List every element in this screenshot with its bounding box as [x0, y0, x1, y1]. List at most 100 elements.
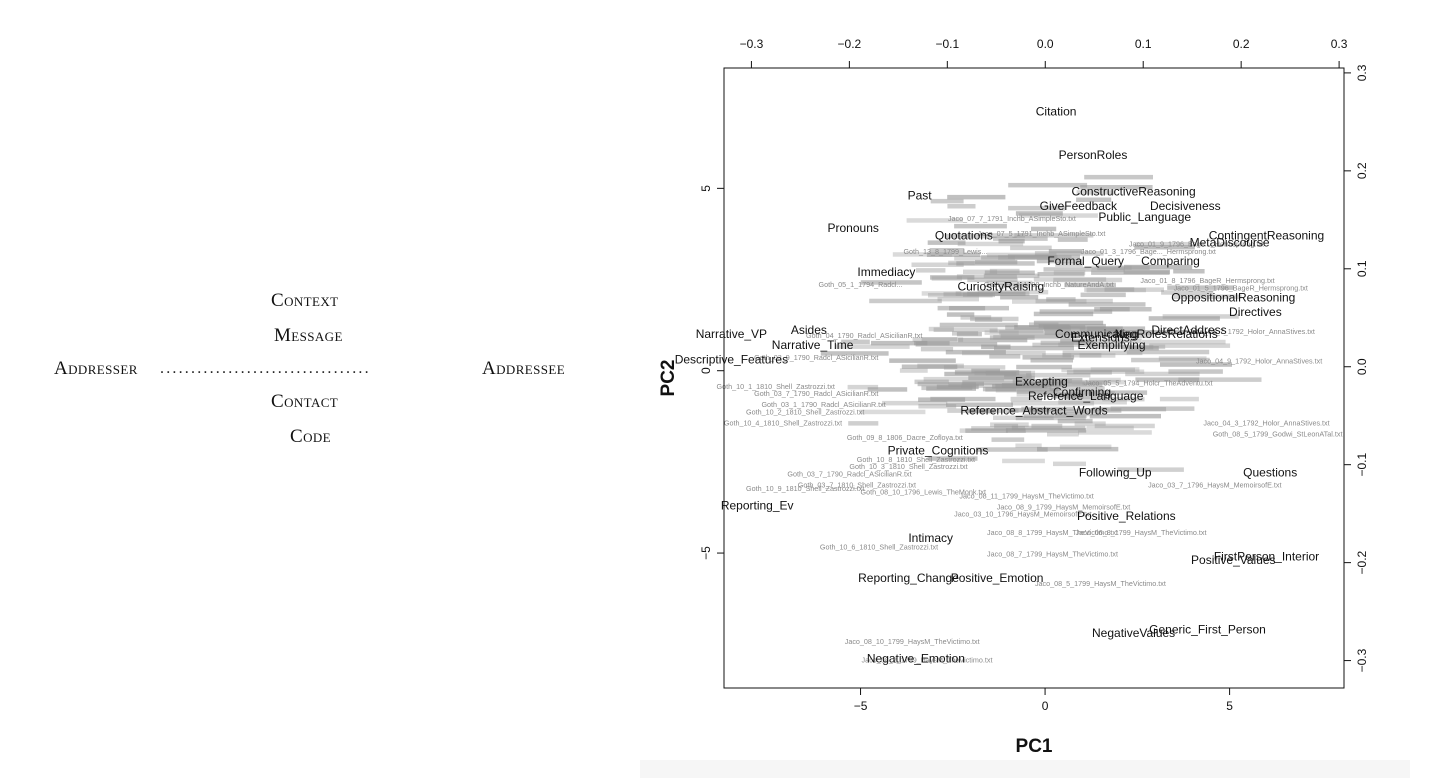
- document-cloud-mark: [927, 240, 966, 245]
- variable-label: Narrative_VP: [696, 327, 767, 341]
- document-cloud-mark: [1124, 264, 1193, 270]
- document-label: Goth_04_1790_Radcl_ASicilianR.txt: [806, 331, 922, 340]
- variable-label: Confirming: [1053, 385, 1111, 399]
- document-cloud-mark: [933, 327, 998, 332]
- document-label: Goth_08_5_1799_Godwi_StLeonATal.txt: [1213, 429, 1343, 438]
- document-cloud-mark: [1076, 190, 1115, 195]
- document-cloud-layer: [820, 174, 1262, 472]
- document-cloud-mark: [998, 238, 1025, 244]
- x-axis-title: PC1: [1016, 736, 1053, 757]
- document-cloud-mark: [1030, 408, 1087, 414]
- document-cloud-mark: [1055, 262, 1083, 267]
- document-cloud-mark: [918, 397, 966, 402]
- document-cloud-mark: [1049, 386, 1105, 391]
- document-cloud-mark: [1078, 430, 1152, 435]
- document-cloud-mark: [867, 387, 908, 392]
- variable-label: Quotations: [935, 228, 993, 242]
- variable-label: Reference_Language: [1028, 389, 1144, 403]
- document-cloud-mark: [931, 276, 962, 281]
- document-cloud-mark: [947, 204, 976, 209]
- document-cloud-mark: [1008, 407, 1050, 413]
- document-cloud-mark: [1125, 371, 1200, 377]
- document-label: Jaco_07_7_1791_Inchb_ASimpleSto.txt: [948, 214, 1076, 223]
- document-label: Jaco_03_10_1796_HaysM_MemoirsofE.txt: [954, 510, 1091, 519]
- variable-label: Pronouns: [828, 221, 879, 235]
- variable-label: Intimacy: [908, 531, 953, 545]
- document-cloud-mark: [911, 262, 964, 267]
- document-cloud-mark: [869, 298, 942, 304]
- document-cloud-mark: [967, 291, 1026, 297]
- document-cloud-mark: [1033, 320, 1104, 326]
- document-label: Jaco_03_7_1796_HaysM_MemoirsofE.txt: [1148, 480, 1281, 489]
- document-cloud-mark: [929, 248, 965, 253]
- document-cloud-mark: [1053, 461, 1086, 467]
- document-cloud-mark: [1104, 287, 1135, 292]
- document-label: Jaco_04_7_1792_Holor_AnnaStives.txt: [1189, 327, 1315, 336]
- document-cloud-mark: [906, 218, 963, 223]
- document-cloud-mark: [957, 241, 1024, 247]
- document-cloud-mark: [1016, 389, 1064, 394]
- document-cloud-mark: [985, 387, 1058, 392]
- document-cloud-mark: [1000, 295, 1039, 300]
- variable-label: ConstructiveReasoning: [1072, 185, 1196, 199]
- document-cloud-mark: [1061, 367, 1135, 373]
- document-cloud-mark: [948, 382, 976, 387]
- document-cloud-mark: [1031, 226, 1057, 232]
- document-label: Goth_09_8_1806_Dacre_Zofloya.txt: [847, 433, 963, 442]
- axes-layer: −5 0 5 −5 0 5 −0.3 −0.2 −0.1 0.0 0.1 0.2 0.3 −0.3 −0.2…: [658, 37, 1369, 757]
- document-cloud-mark: [1024, 413, 1087, 419]
- addresser-label: Addresser: [54, 358, 138, 379]
- document-cloud-mark: [1094, 307, 1152, 312]
- variable-label: Decisiveness: [1150, 199, 1221, 213]
- document-cloud-mark: [1014, 325, 1086, 330]
- document-cloud-mark: [1167, 285, 1234, 290]
- document-cloud-mark: [983, 273, 1040, 279]
- variable-label: Positive_Values: [1191, 553, 1276, 567]
- document-label: Jaco_01_8_1796_BageR_Hermsprong.txt: [1140, 276, 1274, 285]
- top-tick-label: −0.3: [740, 37, 764, 51]
- top-tick-label: −0.1: [935, 37, 959, 51]
- document-cloud-mark: [1051, 394, 1084, 399]
- footer-band: [640, 760, 1410, 778]
- document-label: Jaco_06_8_1799_HaysM_TheVictimo.txt: [1076, 528, 1207, 537]
- document-cloud-mark: [871, 340, 928, 346]
- document-cloud-mark: [1042, 377, 1083, 383]
- variable-label: Narrative_Time: [772, 338, 854, 352]
- document-cloud-mark: [930, 275, 975, 280]
- document-cloud-mark: [949, 306, 986, 311]
- variable-label: CuriosityRaising: [957, 280, 1044, 294]
- variable-label: Citation: [1036, 104, 1077, 118]
- variable-label: NegRoles: [1115, 327, 1168, 341]
- document-cloud-mark: [920, 346, 954, 352]
- document-cloud-mark: [970, 316, 1019, 322]
- document-cloud-mark: [889, 358, 956, 363]
- top-tick-label: −0.2: [838, 37, 862, 51]
- document-cloud-mark: [994, 423, 1019, 429]
- document-cloud-mark: [991, 437, 1025, 442]
- document-cloud-mark: [1001, 383, 1040, 388]
- document-cloud-mark: [962, 292, 995, 298]
- right-tick-label: 0.2: [1355, 162, 1369, 179]
- document-cloud-mark: [958, 337, 1028, 343]
- document-cloud-mark: [1040, 340, 1095, 346]
- document-label: Jaco_01_5_1796_BageR_Hermsprong.txt: [1174, 284, 1308, 293]
- document-label: Goth_08_10_1796_Lewis_TheMonk.txt: [861, 488, 986, 497]
- document-cloud-mark: [1084, 174, 1153, 180]
- document-cloud-mark: [1148, 316, 1220, 321]
- document-cloud-mark: [988, 233, 1025, 238]
- document-cloud-mark: [1055, 411, 1100, 417]
- document-cloud-mark: [967, 277, 1018, 283]
- document-cloud-mark: [926, 252, 981, 257]
- document-cloud-mark: [916, 268, 946, 273]
- document-cloud-mark: [1036, 258, 1083, 264]
- document-cloud-mark: [1047, 432, 1079, 437]
- document-label: Goth_13_8_1799_Lewis...: [903, 247, 987, 256]
- document-cloud-mark: [1110, 406, 1195, 411]
- document-cloud-mark: [1071, 379, 1126, 385]
- left-tick-label: 0: [699, 367, 713, 374]
- bottom-tick-label: 0: [1042, 699, 1049, 713]
- document-label: Jaco_04_3_1792_Holor_AnnaStives.txt: [1203, 418, 1329, 427]
- document-label: Jaco_08_11_1799_HaysM_TheVictimo.txt: [959, 491, 1093, 500]
- document-cloud-mark: [918, 404, 957, 409]
- document-cloud-mark: [1012, 379, 1044, 384]
